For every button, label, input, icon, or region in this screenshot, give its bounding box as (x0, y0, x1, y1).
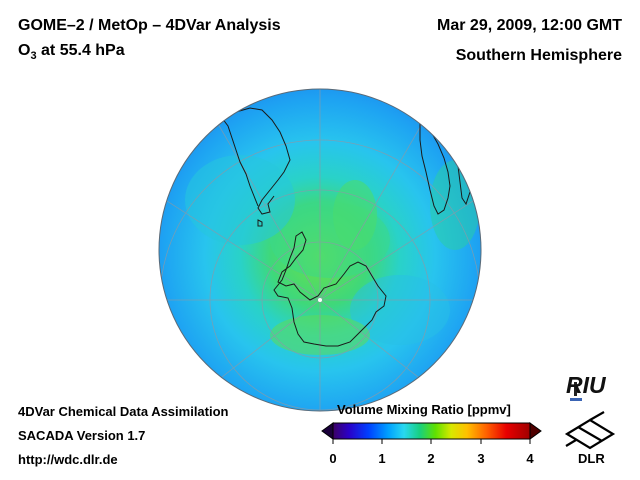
ozone-patch (350, 275, 450, 345)
riu-logo-bar (574, 382, 577, 396)
colorbar-gradient (332, 422, 531, 440)
meridian (319, 109, 431, 301)
map-title: GOME–2 / MetOp – 4DVar Analysis (18, 17, 281, 34)
meridian (159, 189, 321, 301)
date-label: Mar 29, 2009, 12:00 GMT (437, 17, 622, 34)
colorbar-tick-label: 0 (329, 451, 337, 466)
level-label: at 55.4 hPa (36, 42, 125, 59)
colorbar-tick-label: 3 (477, 451, 485, 466)
colorbar-title: Volume Mixing Ratio [ppmv] (337, 402, 511, 417)
riu-logo-mark (570, 382, 582, 401)
south-america-coast (221, 107, 291, 215)
coastlines (221, 107, 473, 347)
species-subscript: 3 (30, 50, 37, 63)
colorbar-tick-label: 4 (526, 451, 534, 466)
colorbar-tick-label: 1 (378, 451, 386, 466)
dlr-logo-stroke (565, 439, 577, 447)
island-coast (257, 219, 263, 227)
antarctica-coast (273, 231, 387, 347)
dlr-logo-stroke (577, 426, 603, 442)
globe (158, 88, 482, 412)
pressure-level-label: O3 at 55.4 hPa (18, 42, 125, 62)
colorbar-max-arrow (529, 422, 542, 440)
dlr-logo-stroke (589, 411, 605, 421)
footer-link-url[interactable]: http://wdc.dlr.de (18, 452, 118, 467)
colorbar-min-arrow (321, 422, 334, 440)
dlr-logo-diamond (564, 418, 616, 450)
ozone-patch (333, 180, 377, 250)
dlr-logo-text: DLR (578, 451, 605, 466)
footer-line-version: SACADA Version 1.7 (18, 428, 146, 443)
south-pole-marker (318, 298, 322, 302)
south-america-west-coast (221, 117, 259, 207)
riu-logo-text: RIU (566, 372, 606, 398)
riu-logo-base (570, 398, 582, 401)
africa-coast (419, 118, 451, 215)
ozone-patch (430, 160, 480, 250)
species-label: O (18, 42, 31, 59)
hemisphere-label: Southern Hemisphere (455, 47, 622, 64)
globe-outline (158, 88, 482, 412)
dlr-logo-icon (564, 411, 616, 450)
ozone-patch (185, 155, 295, 245)
colorbar (321, 422, 542, 444)
colorbar-tick-label: 2 (427, 451, 435, 466)
meridian (319, 189, 481, 301)
footer-line-assimilation: 4DVar Chemical Data Assimilation (18, 404, 229, 419)
meridian (209, 109, 321, 301)
